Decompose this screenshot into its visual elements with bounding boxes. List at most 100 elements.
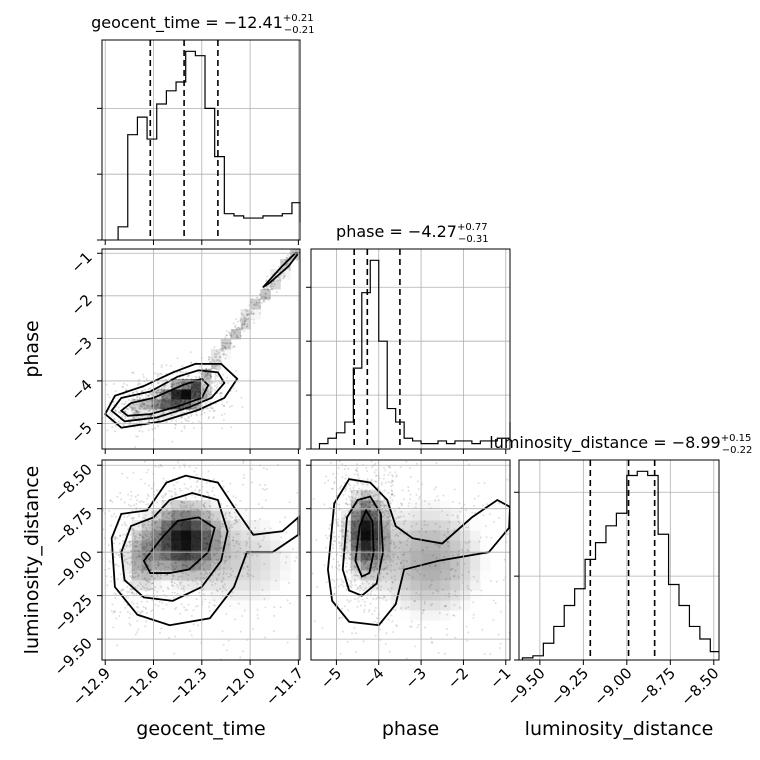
sample-point (147, 394, 150, 397)
density-cell (191, 570, 202, 581)
sample-point (126, 604, 129, 607)
sample-point (325, 546, 328, 549)
sample-point (143, 553, 146, 556)
sample-point (191, 386, 194, 389)
sample-point (296, 259, 299, 262)
sample-point (136, 602, 139, 605)
density-cell (220, 349, 232, 360)
sample-point (70, 412, 72, 414)
sample-point (168, 517, 171, 520)
sample-point (176, 371, 179, 374)
sample-point (139, 405, 142, 408)
sample-point (239, 319, 242, 322)
sample-point (188, 528, 191, 531)
sample-point (360, 506, 363, 509)
sample-point (449, 568, 452, 571)
sample-point (131, 575, 134, 578)
sample-point (132, 516, 135, 519)
sample-point (228, 332, 231, 335)
sample-point (175, 548, 178, 551)
sample-point (109, 499, 112, 502)
sample-point (375, 561, 378, 564)
sample-point (159, 664, 161, 666)
sample-point (554, 495, 556, 497)
sample-point (184, 399, 187, 402)
sample-point (410, 625, 413, 628)
sample-point (211, 584, 214, 587)
density-cell (280, 560, 291, 571)
sample-point (374, 554, 377, 557)
sample-point (179, 398, 182, 401)
sample-point (176, 398, 179, 401)
sample-point (130, 406, 133, 409)
sample-point (134, 412, 137, 415)
sample-point (472, 617, 475, 620)
density-cell (171, 580, 182, 591)
sample-point (376, 499, 379, 502)
sample-point (168, 537, 171, 540)
sample-point (191, 504, 194, 507)
sample-point (227, 381, 230, 384)
sample-point (340, 583, 343, 586)
sample-point (223, 560, 226, 563)
sample-point (361, 531, 364, 534)
sample-point (562, 586, 564, 588)
sample-point (196, 530, 199, 533)
sample-point (355, 532, 358, 535)
sample-point (117, 406, 120, 409)
sample-point (369, 501, 372, 504)
sample-point (356, 489, 359, 492)
sample-point (349, 585, 352, 588)
sample-point (164, 492, 167, 495)
sample-point (467, 588, 470, 591)
sample-point (183, 606, 186, 609)
sample-point (363, 600, 366, 603)
sample-point (182, 391, 185, 394)
density-cell (240, 560, 251, 571)
sample-point (338, 487, 341, 490)
density-cell (260, 560, 271, 571)
sample-point (162, 563, 165, 566)
sample-point (189, 485, 192, 488)
sample-point (156, 575, 159, 578)
density-cell (380, 570, 392, 581)
sample-point (364, 536, 367, 539)
sample-point (371, 513, 374, 516)
sample-point (209, 564, 212, 567)
sample-point (119, 548, 122, 551)
density-cell (420, 590, 431, 601)
sample-point (184, 398, 187, 401)
sample-point (239, 656, 242, 659)
sample-point (139, 611, 142, 614)
x-axis-label-geocent_time: geocent_time (136, 718, 265, 740)
sample-point (457, 550, 460, 553)
sample-point (183, 388, 186, 391)
sample-point (187, 584, 190, 587)
sample-point (192, 520, 195, 523)
sample-point (349, 526, 352, 529)
sample-point (179, 557, 182, 560)
sample-point (108, 560, 111, 563)
sample-point (223, 412, 226, 415)
sample-point (349, 503, 352, 506)
sample-point (138, 403, 141, 406)
sample-point (119, 573, 122, 576)
sample-point (173, 582, 176, 585)
sample-point (411, 576, 414, 579)
sample-point (185, 394, 188, 397)
sample-point (163, 398, 166, 401)
sample-point (187, 385, 190, 388)
sample-point (451, 554, 454, 557)
sample-point (157, 406, 160, 409)
sample-point (188, 548, 191, 551)
y-tick-label: −3 (67, 333, 95, 361)
sample-point (175, 384, 178, 387)
sample-point (238, 327, 241, 330)
sample-point (149, 415, 152, 418)
density-cell (250, 299, 261, 310)
sample-point (224, 346, 227, 349)
sample-point (179, 370, 182, 373)
title-median: −8.99 (672, 433, 721, 452)
sample-point (170, 546, 173, 549)
